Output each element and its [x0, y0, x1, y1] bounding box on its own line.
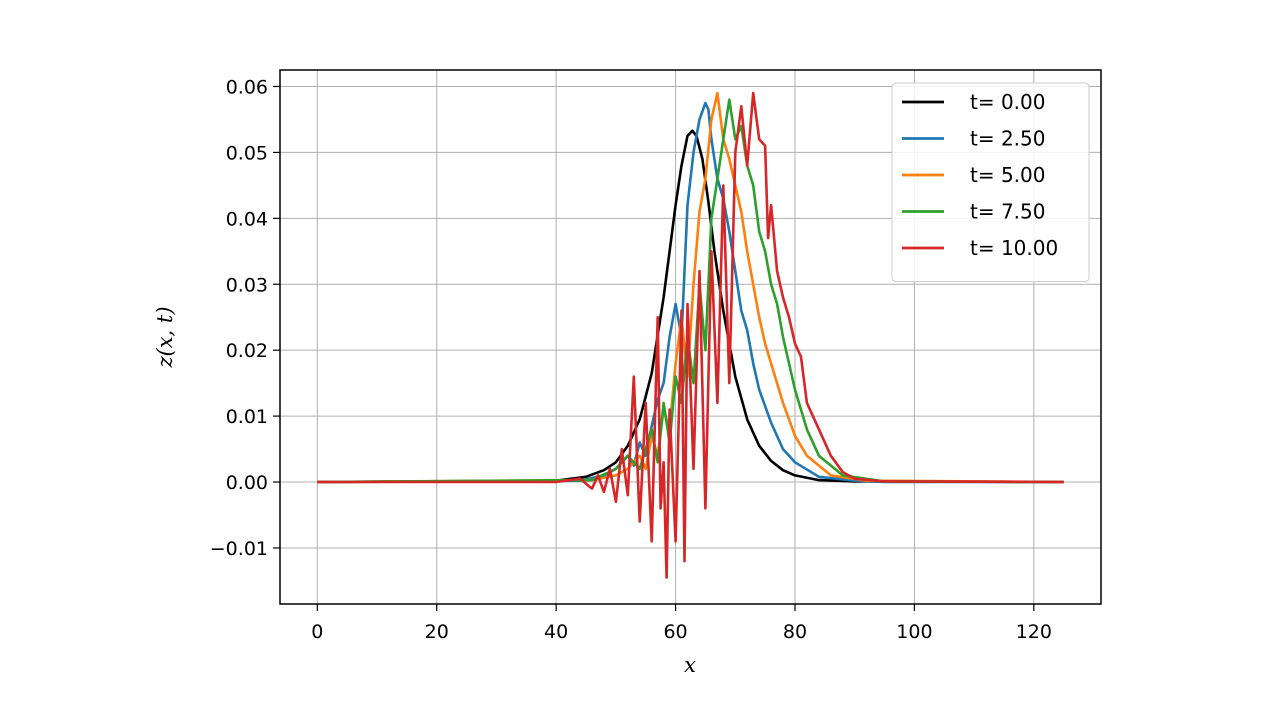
legend-frame	[891, 82, 1090, 282]
x-tick-label: 40	[544, 621, 568, 643]
x-axis-label: x	[684, 653, 696, 677]
legend-label: t= 0.00	[970, 90, 1046, 114]
y-tick-label: 0.06	[226, 76, 268, 98]
y-tick-label: −0.01	[210, 538, 268, 560]
legend-label: t= 10.00	[970, 236, 1058, 260]
y-tick-label: 0.04	[226, 208, 268, 230]
series-line-4	[317, 91, 1064, 579]
legend-label: t= 7.50	[970, 200, 1046, 224]
x-tick-label: 80	[783, 621, 807, 643]
legend: t= 0.00 t= 2.50 t= 5.00 t= 7.50 t= 10.00	[891, 82, 1090, 282]
x-tick-label: 20	[425, 621, 449, 643]
x-tick-label: 60	[663, 621, 687, 643]
x-tick-label: 120	[1016, 621, 1052, 643]
y-tick-label: 0.01	[226, 406, 268, 428]
y-tick-label: 0.00	[226, 472, 268, 494]
y-tick-label: 0.02	[226, 340, 268, 362]
y-axis-label: z(x, t)	[153, 306, 177, 368]
y-tick-label: 0.05	[226, 142, 268, 164]
x-tick-label: 100	[896, 621, 932, 643]
y-tick-label: 0.03	[226, 274, 268, 296]
legend-label: t= 5.00	[970, 163, 1046, 187]
legend-label: t= 2.50	[970, 127, 1046, 151]
series-group	[317, 91, 1064, 579]
plot-area-frame	[279, 69, 1102, 605]
axis-ticks: 0 20 40 60 80 100 120 −0.01 0.00 0.01 0.02 0.03 0.04…	[210, 76, 1052, 643]
x-tick-label: 0	[311, 621, 323, 643]
